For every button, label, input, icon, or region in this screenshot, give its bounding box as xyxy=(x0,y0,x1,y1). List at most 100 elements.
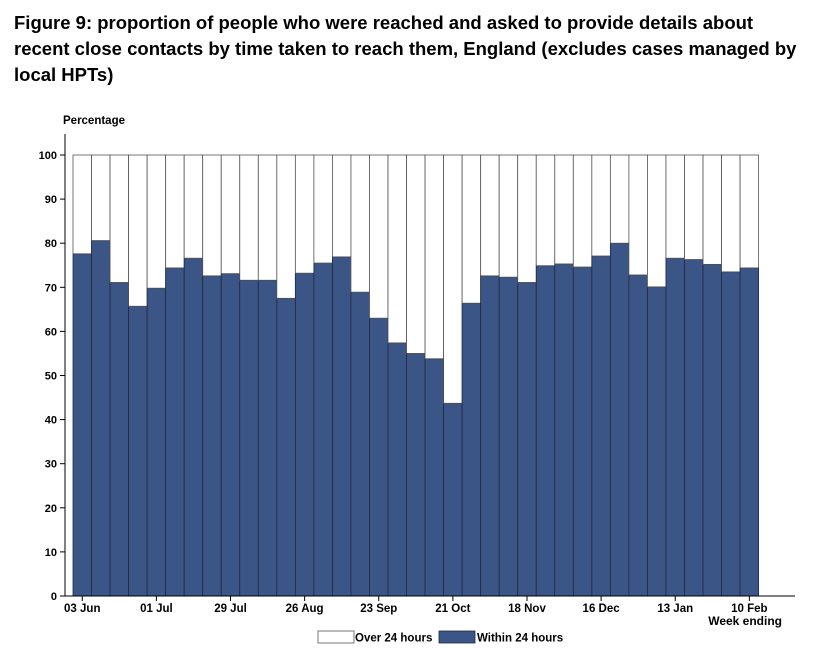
bar-within-24-hours xyxy=(628,274,648,597)
bar-over-24-hours xyxy=(350,154,370,293)
bar-within-24-hours xyxy=(257,279,278,597)
bar-over-24-hours xyxy=(332,154,352,258)
bar-over-24-hours xyxy=(109,154,129,283)
bar-within-24-hours xyxy=(517,282,537,597)
y-axis-label: Percentage xyxy=(63,115,125,127)
bar-within-24-hours xyxy=(647,286,667,597)
bar-over-24-hours xyxy=(554,154,574,265)
bar-within-24-hours xyxy=(202,275,222,597)
x-tick-label: 26 Aug xyxy=(286,603,324,615)
bar-over-24-hours xyxy=(480,154,500,277)
bar-over-24-hours xyxy=(684,154,704,260)
bar-over-24-hours xyxy=(72,154,92,255)
bar-over-24-hours xyxy=(146,154,167,289)
y-tick-label: 40 xyxy=(45,415,57,427)
x-tick-label: 13 Jan xyxy=(657,603,693,615)
bar-within-24-hours xyxy=(535,265,556,597)
bar-within-24-hours xyxy=(369,317,389,597)
bar-over-24-hours xyxy=(647,154,667,288)
legend-label-within-24-hours: Within 24 hours xyxy=(477,633,563,645)
axis-lines xyxy=(64,134,795,597)
bar-within-24-hours xyxy=(591,255,611,597)
bar-over-24-hours xyxy=(517,154,537,283)
x-tick-label: 01 Jul xyxy=(140,603,173,615)
y-tick-label: 0 xyxy=(51,591,57,603)
bar-within-24-hours xyxy=(72,253,92,597)
legend-swatch-over-24-hours xyxy=(317,630,355,644)
bar-over-24-hours xyxy=(739,154,760,269)
bar-over-24-hours xyxy=(369,154,389,319)
bar-over-24-hours xyxy=(91,154,111,241)
bar-over-24-hours xyxy=(202,154,222,277)
figure-title: Figure 9: proportion of people who were … xyxy=(14,12,797,85)
y-tick-label: 20 xyxy=(45,503,57,515)
y-tick-label: 50 xyxy=(45,371,57,383)
bar-within-24-hours xyxy=(220,273,241,597)
bar-over-24-hours xyxy=(628,154,648,276)
x-axis-label: Week ending xyxy=(708,614,782,628)
bar-over-24-hours xyxy=(591,154,611,257)
bar-within-24-hours xyxy=(91,240,111,597)
bar-over-24-hours xyxy=(702,154,722,265)
bar-over-24-hours xyxy=(443,154,463,404)
bar-over-24-hours xyxy=(535,154,556,267)
bar-over-24-hours xyxy=(294,154,315,274)
bar-over-24-hours xyxy=(721,154,741,273)
bar-over-24-hours xyxy=(665,154,685,259)
bar-over-24-hours xyxy=(572,154,593,268)
y-axis: 0 10 20 30 40 50 60 70 80 90 100 xyxy=(39,150,65,603)
bar-within-24-hours xyxy=(109,282,129,597)
bar-within-24-hours xyxy=(146,287,167,597)
bar-over-24-hours xyxy=(609,154,630,244)
x-tick-label: 21 Oct xyxy=(435,603,470,615)
bar-within-24-hours xyxy=(424,358,445,597)
x-tick-label: 29 Jul xyxy=(214,603,247,615)
bar-within-24-hours xyxy=(183,257,204,597)
bar-over-24-hours xyxy=(498,154,519,278)
bar-over-24-hours xyxy=(313,154,333,264)
x-tick-label: 18 Nov xyxy=(508,603,546,615)
bar-within-24-hours xyxy=(684,259,704,597)
bar-over-24-hours xyxy=(220,154,241,275)
bar-within-24-hours xyxy=(739,267,760,597)
bar-over-24-hours xyxy=(461,154,482,304)
bar-over-24-hours xyxy=(276,154,296,299)
bar-over-24-hours xyxy=(183,154,204,259)
y-tick-label: 90 xyxy=(45,194,57,206)
bar-over-24-hours xyxy=(128,154,148,307)
bar-over-24-hours xyxy=(239,154,259,281)
bar-within-24-hours xyxy=(406,353,426,597)
bar-over-24-hours xyxy=(406,154,426,354)
legend-swatch-within-24-hours xyxy=(438,630,476,644)
bar-within-24-hours xyxy=(276,297,296,597)
bar-over-24-hours xyxy=(424,154,445,360)
y-tick-label: 30 xyxy=(45,459,57,471)
legend-label-over-24-hours: Over 24 hours xyxy=(355,633,432,645)
x-axis: 03 Jun 01 Jul 29 Jul 26 Aug 23 Sep 21 Oct 18 N… xyxy=(64,596,768,615)
x-tick-label: 03 Jun xyxy=(64,603,100,615)
bar-over-24-hours xyxy=(257,154,278,281)
bar-within-24-hours xyxy=(609,242,630,597)
bars-group xyxy=(72,154,760,597)
bar-within-24-hours xyxy=(332,256,352,597)
bar-within-24-hours xyxy=(665,257,685,597)
y-tick-label: 80 xyxy=(45,238,57,250)
bar-within-24-hours xyxy=(239,279,259,597)
bar-within-24-hours xyxy=(294,272,315,597)
bar-over-24-hours xyxy=(387,154,407,344)
bar-within-24-hours xyxy=(443,402,463,597)
bar-within-24-hours xyxy=(572,266,593,597)
y-tick-label: 60 xyxy=(45,326,57,338)
bar-within-24-hours xyxy=(128,305,148,597)
legend: Over 24 hours Within 24 hours xyxy=(317,630,563,645)
bar-within-24-hours xyxy=(702,263,722,597)
x-tick-label: 23 Sep xyxy=(360,603,397,615)
bar-within-24-hours xyxy=(461,302,482,597)
bar-within-24-hours xyxy=(165,267,185,597)
y-tick-label: 100 xyxy=(39,150,57,162)
bar-within-24-hours xyxy=(350,291,370,597)
x-tick-label: 16 Dec xyxy=(583,603,621,615)
bar-within-24-hours xyxy=(387,342,407,597)
bar-over-24-hours xyxy=(165,154,185,269)
